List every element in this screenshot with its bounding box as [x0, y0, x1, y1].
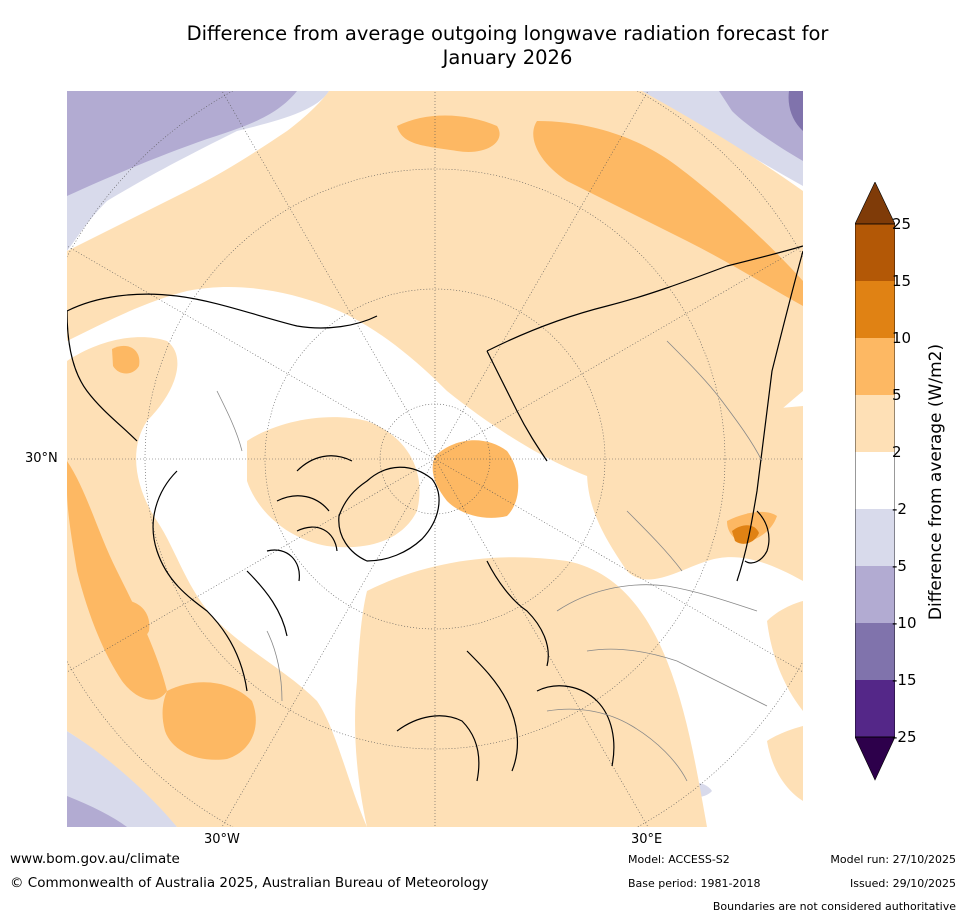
- coastline-japan: [744, 510, 770, 564]
- coastline-greenland: [338, 466, 440, 562]
- colorbar-band-m25-m15: [855, 680, 895, 737]
- colorbar-band-5-10: [855, 338, 895, 395]
- footer-base-period: Base period: 1981-2018: [628, 877, 761, 890]
- colorbar-title: Difference from average (W/m2): [926, 343, 946, 621]
- footer-issued: Issued: 29/10/2025: [849, 877, 956, 890]
- chart-title: Difference from average outgoing longwav…: [60, 22, 955, 70]
- footer-copyright: © Commonwealth of Australia 2025, Austra…: [10, 875, 489, 891]
- footer-model-run: Model run: 27/10/2025: [830, 853, 956, 866]
- coastline-alaska: [67, 310, 138, 442]
- anomaly-area-pos-mod-northeast: [533, 121, 803, 306]
- anomaly-area-pos-mod-north: [397, 115, 500, 152]
- anomaly-area-pos-weak-west: [67, 337, 367, 827]
- anomaly-area-neg-sw: [67, 731, 177, 827]
- coastline-scandinavia: [466, 560, 549, 772]
- colorbar-band-15-25: [855, 224, 895, 281]
- colorbar-tick-neg5: -5: [892, 557, 907, 575]
- colorbar-band-m10-m5: [855, 566, 895, 623]
- colorbar-band-neutral: [855, 452, 895, 509]
- coastline-eurasia-north: [486, 245, 803, 462]
- anomaly-area-pos-mod-pacific: [67, 461, 167, 700]
- colorbar-tick-25: 25: [892, 215, 912, 233]
- coastline-canadian-arctic: [266, 455, 353, 582]
- anomaly-area-pos-mod-south-pacific: [162, 682, 256, 760]
- footer-model: Model: ACCESS-S2: [628, 853, 730, 866]
- colorbar-over-arrow: [855, 182, 895, 225]
- coastline-europe: [396, 685, 615, 782]
- colorbar: [855, 182, 895, 781]
- anomaly-area-neg-pacific-nw-strong: [67, 91, 297, 196]
- colorbar-under-arrow: [855, 736, 895, 781]
- colorbar-band-m5-m2: [855, 509, 895, 566]
- colorbar-tick-neg2: -2: [892, 500, 907, 518]
- colorbar-band-2-5: [855, 395, 895, 452]
- colorbar-tick-2: 2: [892, 443, 902, 461]
- colorbar-tick-neg15: -15: [892, 671, 917, 689]
- colorbar-tick-15: 15: [892, 272, 912, 290]
- coastline-asia-east: [736, 250, 803, 582]
- colorbar-band-10-15: [855, 281, 895, 338]
- colorbar-band-m15-m10: [855, 623, 895, 680]
- lon-label-30e: 30°E: [631, 832, 663, 847]
- colorbar-tick-5: 5: [892, 386, 902, 404]
- colorbar-tick-neg25: -25: [892, 728, 917, 746]
- anomaly-area-pos-weak-arabia: [767, 726, 803, 801]
- anomaly-area-neg-pacific-ne-strong: [719, 91, 803, 161]
- colorbar-outline: [855, 223, 895, 738]
- title-line-1: Difference from average outgoing longwav…: [186, 22, 829, 45]
- anomaly-area-pos-mod-siberia: [432, 440, 519, 518]
- political-boundaries: [216, 340, 768, 782]
- coastline-north-america: [67, 293, 378, 692]
- anomaly-area-pos-mod-bc: [112, 600, 150, 643]
- anomaly-area-pos-weak-east-coast: [767, 601, 803, 711]
- anomaly-area-pos-weak-europe: [355, 557, 707, 827]
- coastlines: [67, 245, 803, 782]
- anomaly-area-neg-pacific-ne-stronger: [788, 91, 803, 131]
- anomaly-area-pos-weak-central: [247, 417, 420, 548]
- footer-website-link[interactable]: www.bom.gov.au/climate: [10, 851, 180, 867]
- colorbar-tick-10: 10: [892, 329, 912, 347]
- anomaly-area-pos-strong-japan: [732, 525, 759, 544]
- footer-disclaimer: Boundaries are not considered authoritat…: [712, 900, 956, 913]
- title-line-2: January 2026: [442, 46, 573, 69]
- anomaly-area-pos-mod-alaska: [112, 345, 140, 374]
- lon-label-30w: 30°W: [204, 832, 240, 847]
- colorbar-tick-neg10: -10: [892, 614, 917, 632]
- lat-label-30n: 30°N: [25, 451, 58, 466]
- anomaly-area-neg-sw-strong: [67, 796, 127, 827]
- polar-map: [67, 91, 803, 827]
